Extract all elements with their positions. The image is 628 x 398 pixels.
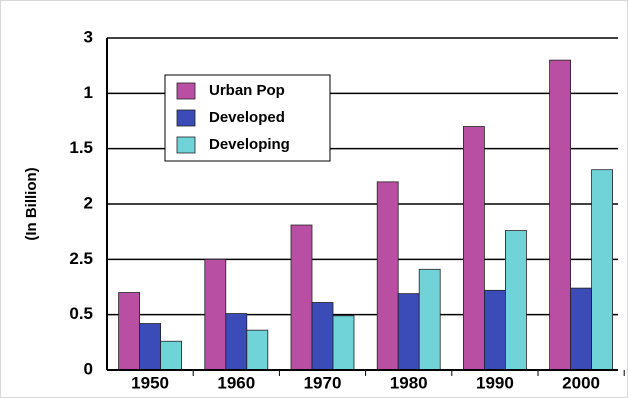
legend-swatch [176, 136, 196, 154]
legend-swatch [176, 82, 196, 100]
y-tick-label: 0.5 [69, 304, 93, 323]
bar [483, 289, 506, 371]
bar [246, 329, 269, 371]
y-tick-label: 1.5 [69, 138, 93, 157]
x-tick-label: 2000 [562, 373, 600, 392]
legend-label: Developing [209, 136, 290, 153]
bar [504, 230, 527, 371]
bar [570, 287, 592, 371]
bar [118, 292, 140, 371]
bar [549, 59, 571, 371]
bar [225, 313, 248, 371]
bar [160, 340, 183, 371]
legend-swatch [176, 109, 196, 127]
x-tick-label: 1960 [217, 373, 255, 392]
x-tick-label: 1970 [304, 373, 342, 392]
bar [418, 268, 441, 371]
legend-label: Developed [209, 109, 285, 126]
bar [591, 169, 613, 371]
bar [462, 126, 485, 371]
bar [332, 315, 355, 371]
x-tick-label: 1950 [131, 373, 169, 392]
bar [397, 293, 420, 371]
bar [290, 224, 313, 371]
y-tick-label: 0 [84, 359, 93, 378]
y-tick-label: 2 [84, 193, 93, 212]
bar [139, 323, 162, 371]
bar [311, 302, 334, 371]
y-tick-label: 3 [84, 27, 93, 46]
legend-label: Urban Pop [209, 82, 285, 99]
x-tick-label: 1990 [476, 373, 514, 392]
bar [204, 258, 227, 371]
y-axis-label: (In Billion) [23, 167, 40, 240]
y-tick-label: 1 [84, 83, 93, 102]
y-tick-label: 2.5 [69, 249, 93, 268]
x-tick-label: 1980 [390, 373, 428, 392]
bar [376, 181, 399, 371]
